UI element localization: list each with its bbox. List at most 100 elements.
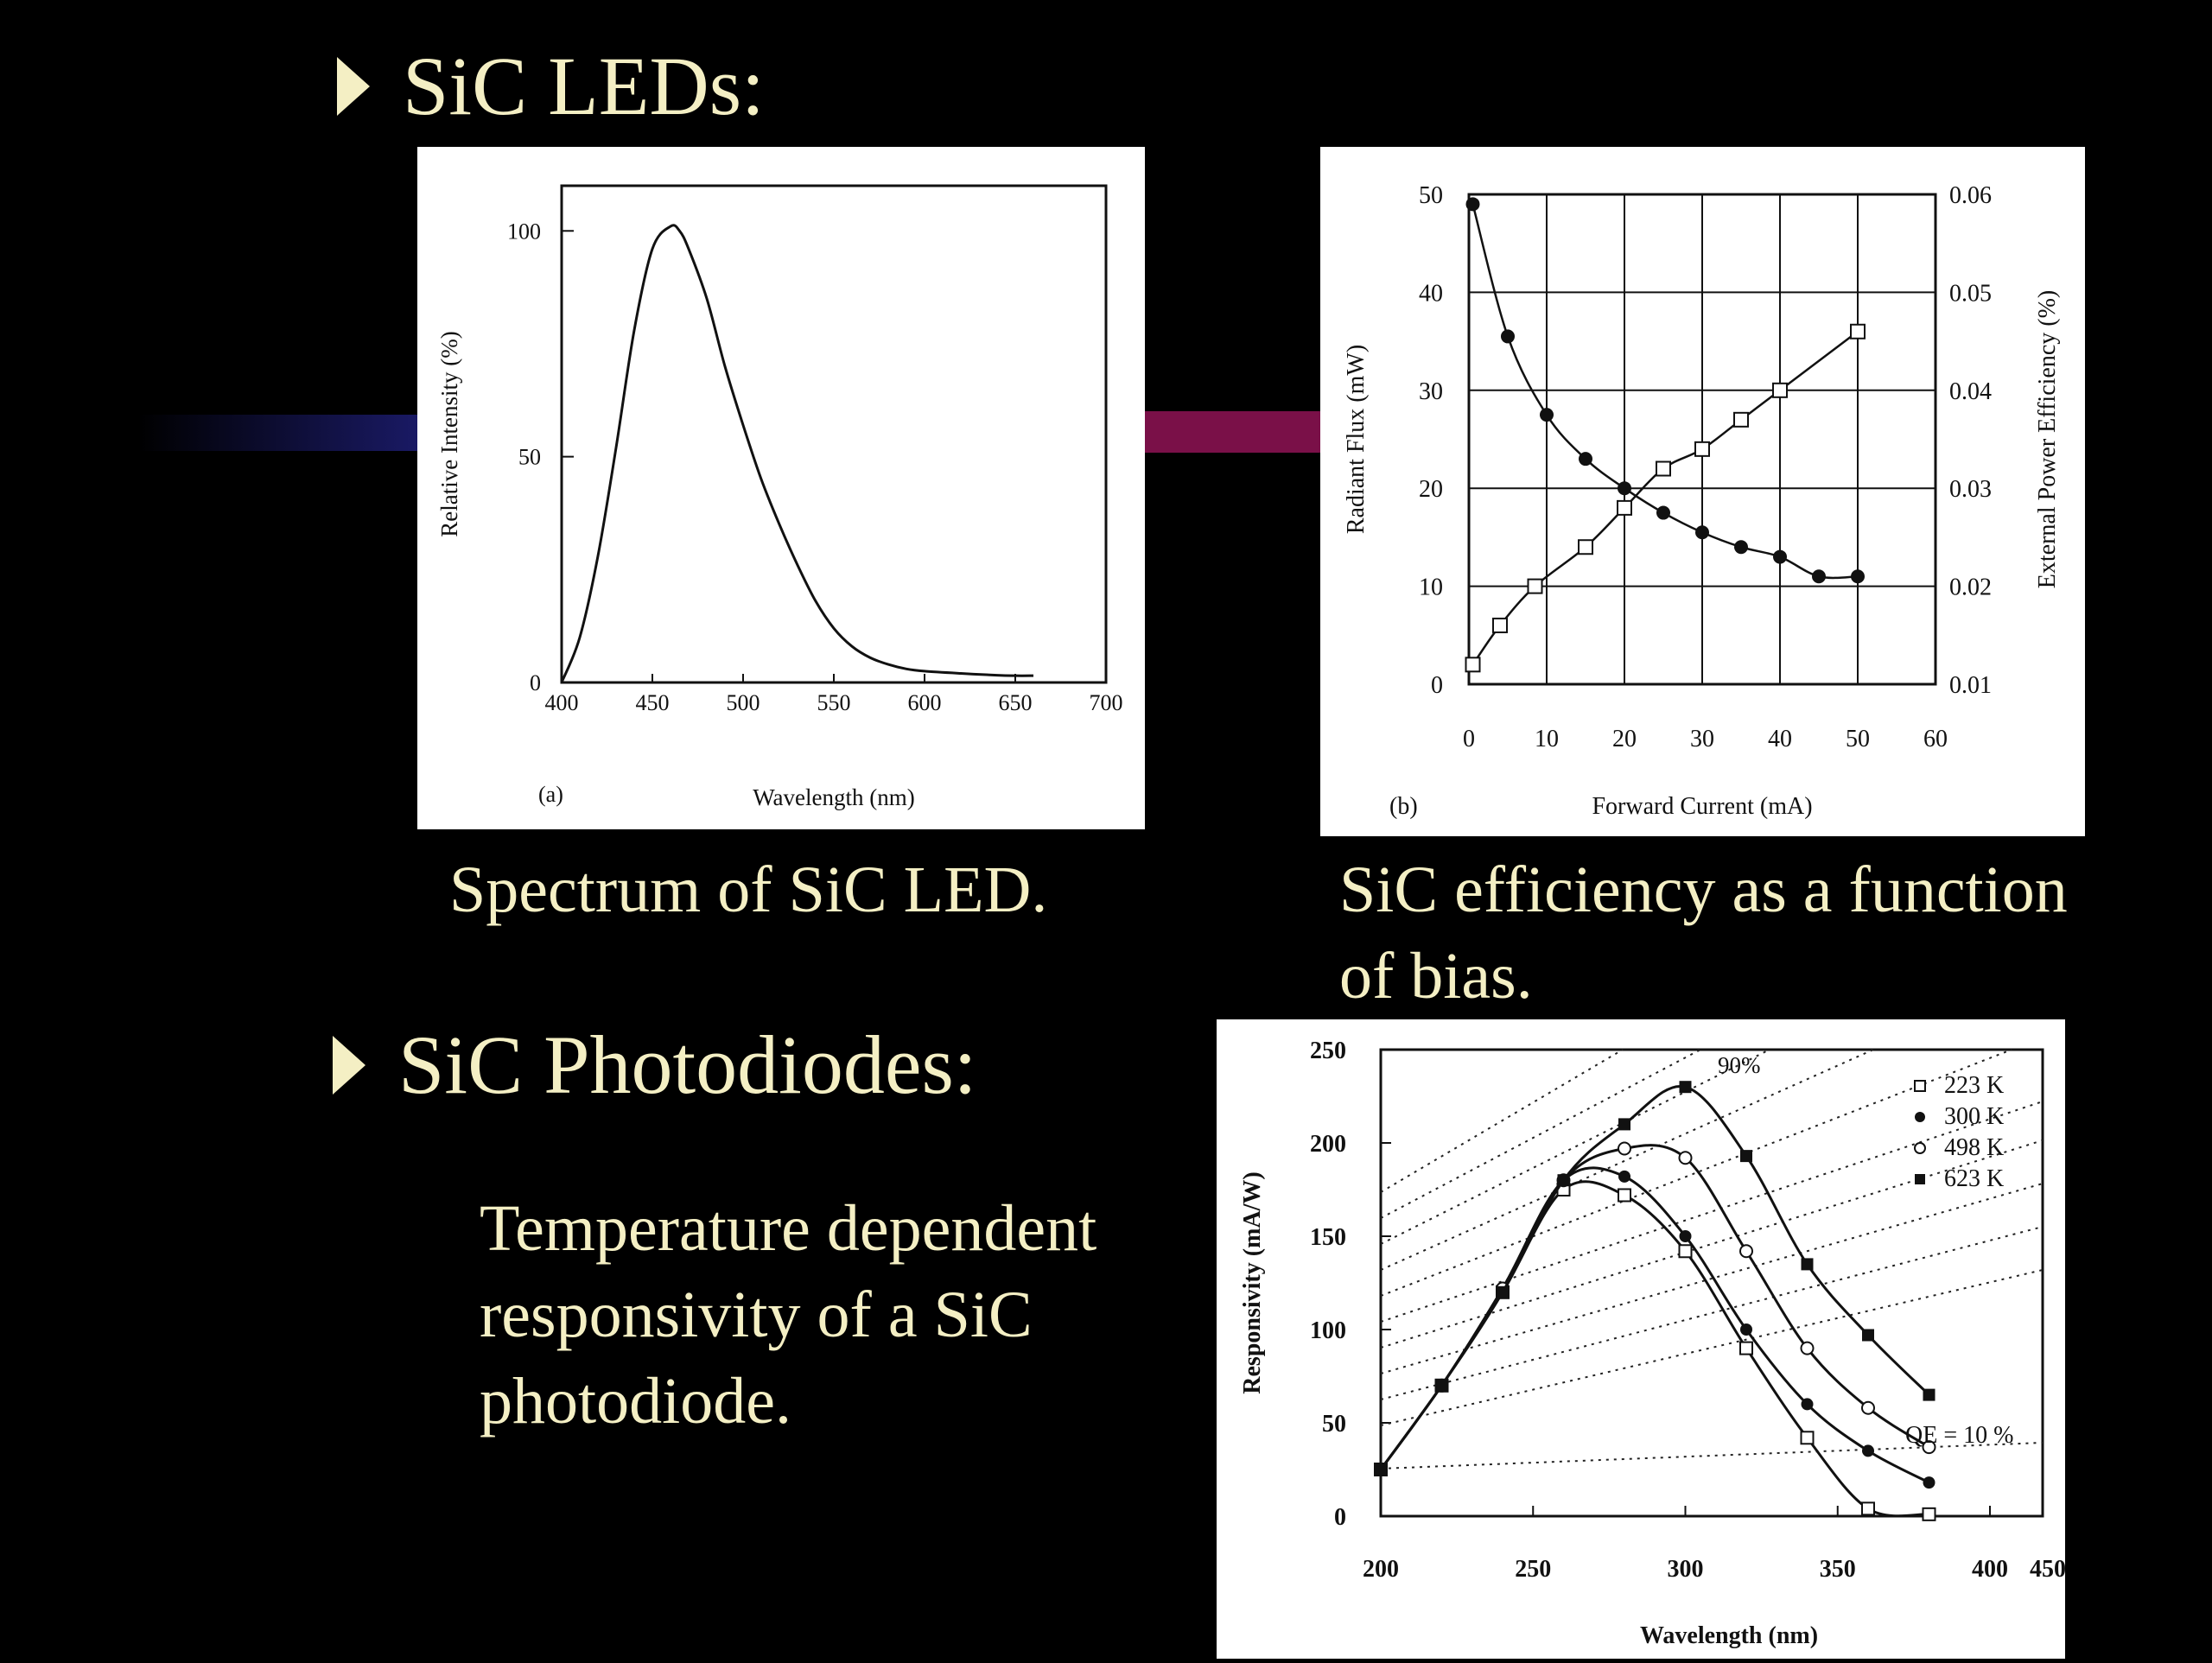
data-point: [1773, 549, 1787, 564]
data-point: [1618, 1170, 1630, 1183]
x-axis-label: Wavelength (nm): [753, 784, 915, 810]
qe-guide-line: [1380, 1049, 1874, 1271]
data-point: [1740, 1323, 1752, 1336]
data-point: [1579, 452, 1592, 467]
data-point: [1922, 1507, 1936, 1521]
data-point: [1678, 1151, 1693, 1165]
x-tick-label: 20: [1612, 726, 1637, 752]
data-point: [1375, 1463, 1387, 1476]
spectrum-line: [560, 224, 1034, 683]
y-tick-label: 100: [507, 219, 541, 244]
data-point: [1527, 578, 1543, 594]
data-point: [1850, 323, 1866, 340]
decorative-band-left: [138, 415, 423, 451]
y-right-tick-label: 0.06: [1949, 182, 1992, 209]
chart-efficiency: 0 10 20 30 40 50 60 0 10 20 30 40 50 0.01 0.02 0.03 0.04…: [1343, 182, 2061, 820]
data-point: [1678, 1244, 1693, 1259]
data-point: [1465, 657, 1481, 673]
qe-guide-line: [1380, 1049, 1624, 1193]
data-point: [1557, 1174, 1570, 1187]
y-axis-label: Radiant Flux (mW): [1343, 345, 1370, 534]
series-line-0: [1379, 1180, 1929, 1518]
data-point: [1800, 1431, 1815, 1445]
panel-label: (b): [1389, 793, 1418, 820]
data-point: [1861, 1400, 1875, 1415]
qe-guide-line: [1380, 1049, 1701, 1219]
y-tick-label: 50: [1419, 182, 1443, 209]
plot-frame: [1467, 193, 1937, 686]
y-right-tick-label: 0.01: [1949, 672, 1992, 699]
chart-responsivity: 200 250 300 350 400 450 0 50 100 150 200 250 223 K 30…: [1239, 1038, 2066, 1649]
y-tick-label: 200: [1310, 1131, 1346, 1158]
data-point: [1465, 197, 1480, 212]
data-point: [1862, 1444, 1874, 1457]
caption-photodiode: Temperature dependent responsivity of a …: [480, 1185, 1096, 1444]
decorative-band-right: [1141, 411, 1322, 453]
data-point: [1435, 1379, 1448, 1392]
chart-responsivity-panel: 200 250 300 350 400 450 0 50 100 150 200 250 223 K 30…: [1217, 1019, 2066, 1659]
x-tick-label: 700: [1090, 690, 1123, 715]
data-point: [1618, 1141, 1631, 1156]
x-tick-label: 450: [636, 690, 670, 715]
qe-guide-line: [1380, 1049, 1770, 1245]
y-tick-label: 0: [530, 670, 541, 695]
x-tick-label: 250: [1515, 1556, 1551, 1583]
heading-leds-text: SiC LEDs:: [403, 40, 765, 132]
legend-marker: [1914, 1080, 1926, 1092]
y-tick-label: 0: [1431, 672, 1443, 699]
x-tick-label: 450: [2030, 1556, 2065, 1583]
data-point: [1540, 408, 1554, 422]
x-tick-label: 350: [1820, 1556, 1856, 1583]
x-tick-label: 0: [1463, 726, 1475, 752]
legend-label: 223 K: [1944, 1072, 2004, 1099]
x-axis-label: Forward Current (mA): [1592, 793, 1812, 820]
data-point: [1862, 1329, 1874, 1342]
x-tick-label: 40: [1768, 726, 1792, 752]
y-tick-label: 150: [1310, 1224, 1346, 1251]
data-point: [1801, 1258, 1814, 1271]
series-line-2: [1379, 1144, 1930, 1470]
x-tick-label: 400: [545, 690, 579, 715]
data-point: [1812, 569, 1826, 584]
data-point: [1695, 525, 1709, 540]
data-point: [1492, 617, 1508, 633]
chart-spectrum-panel: 400 450 500 550 600 650 700 0 50 100 Wavelength (n…: [417, 147, 1145, 829]
x-axis-label: Wavelength (nm): [1640, 1622, 1818, 1649]
data-point: [1679, 1230, 1692, 1242]
bullet-arrow-icon: [333, 1035, 365, 1095]
data-point: [1739, 1244, 1753, 1259]
y-tick-label: 50: [518, 445, 541, 470]
y-tick-label: 0: [1334, 1504, 1346, 1531]
x-tick-label: 30: [1690, 726, 1714, 752]
data-point: [1922, 1440, 1936, 1455]
y-tick-label: 30: [1419, 378, 1443, 405]
data-point: [1734, 540, 1748, 555]
data-point: [1772, 382, 1788, 398]
data-point: [1923, 1388, 1936, 1401]
data-point: [1851, 569, 1865, 584]
data-point: [1497, 1285, 1509, 1298]
caption-photodiode-line2: responsivity of a SiC: [480, 1279, 1033, 1351]
y-right-tick-label: 0.05: [1949, 280, 1992, 307]
x-tick-label: 60: [1923, 726, 1948, 752]
x-tick-label: 650: [999, 690, 1033, 715]
y-right-tick-label: 0.04: [1949, 378, 1992, 405]
data-point: [1801, 1398, 1814, 1411]
y-tick-label: 40: [1419, 280, 1443, 307]
annotation-90-percent: 90%: [1718, 1052, 1761, 1078]
heading-photodiodes: SiC Photodiodes:: [333, 1024, 976, 1107]
y-tick-label: 250: [1310, 1038, 1346, 1064]
panel-label: (a): [538, 782, 563, 807]
series-line-1: [1471, 330, 1859, 666]
data-point: [1694, 441, 1710, 457]
series-line-1: [1379, 1166, 1930, 1484]
chart-spectrum: 400 450 500 550 600 650 700 0 50 100 Wavelength (n…: [436, 184, 1123, 810]
data-point: [1733, 411, 1749, 428]
bullet-arrow-icon: [337, 56, 370, 116]
caption-efficiency: SiC efficiency as a function of bias.: [1339, 847, 2068, 1019]
data-point: [1800, 1341, 1815, 1355]
x-tick-label: 500: [727, 690, 760, 715]
caption-spectrum: Spectrum of SiC LED.: [449, 854, 1048, 926]
data-point: [1618, 481, 1631, 496]
caption-photodiode-line1: Temperature dependent: [480, 1192, 1097, 1265]
